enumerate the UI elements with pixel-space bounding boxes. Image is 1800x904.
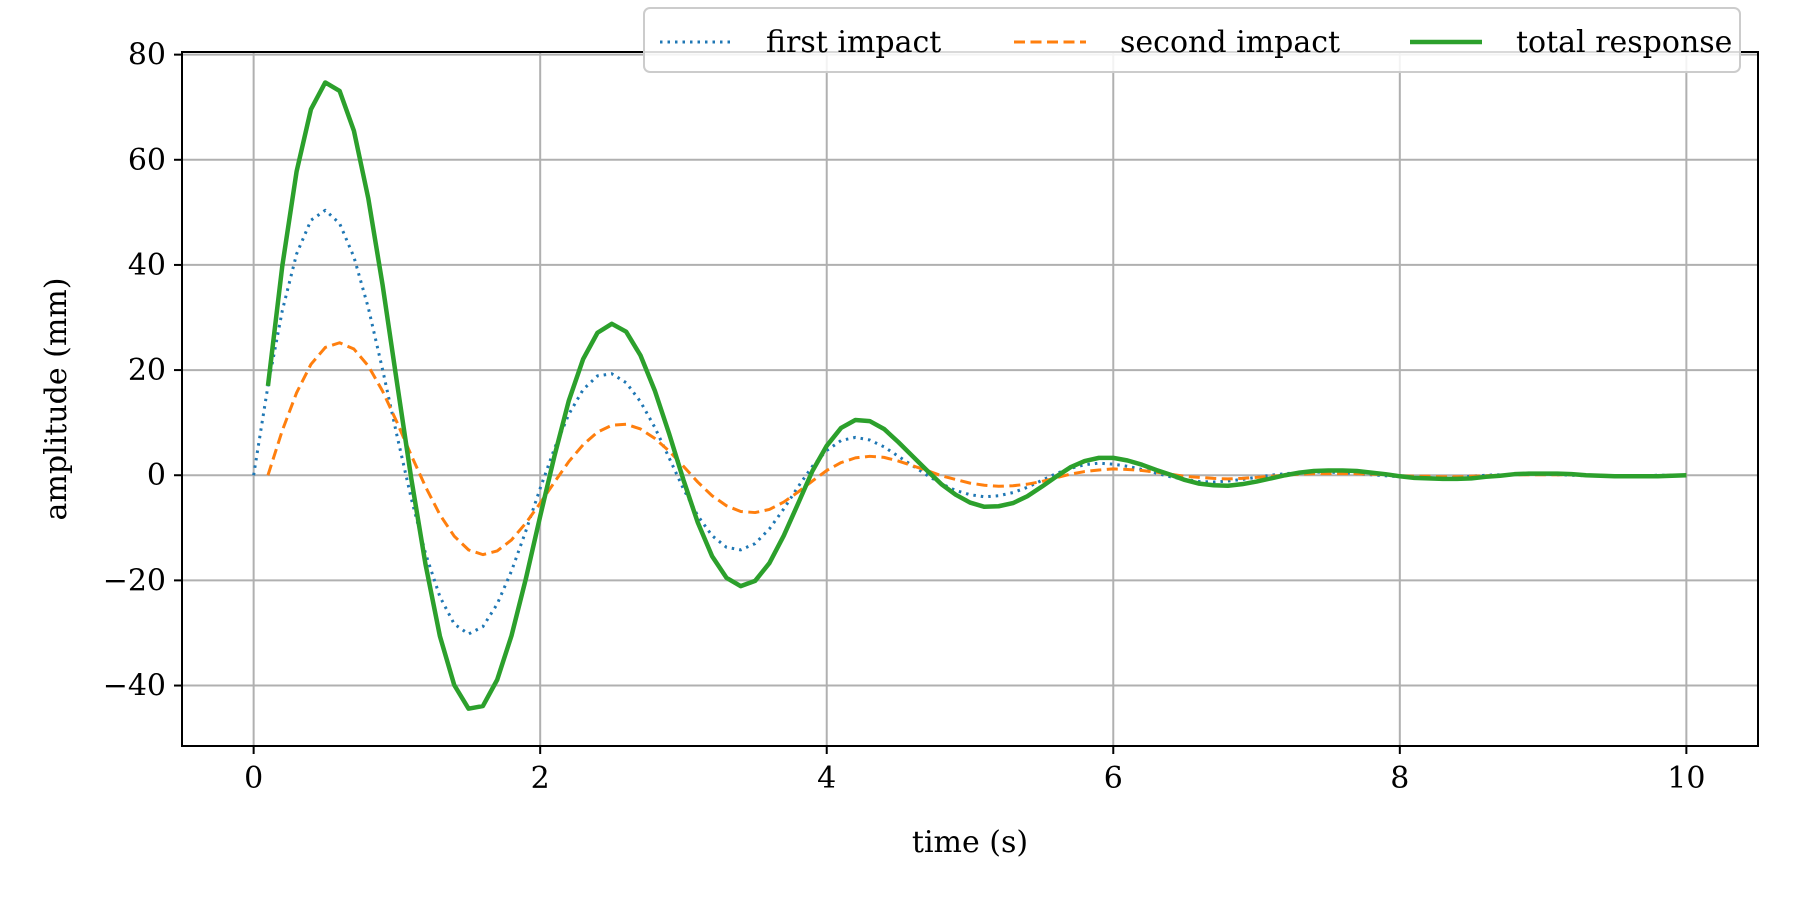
x-tick-label-3: 6	[1104, 761, 1123, 796]
x-axis-label: time (s)	[912, 825, 1028, 860]
legend: first impact second impact total response	[643, 7, 1741, 73]
y-tick-label-2: 0	[147, 458, 166, 493]
legend-label-total-response: total response	[1516, 25, 1732, 60]
y-tick-label-0: −40	[103, 669, 166, 704]
series-lines	[252, 80, 1687, 711]
x-tick-label-0: 0	[244, 761, 263, 796]
series-line-total-response	[265, 80, 1687, 711]
x-tick-label-1: 2	[531, 761, 550, 796]
y-axis-label: amplitude (mm)	[39, 278, 74, 521]
y-tick-label-5: 60	[128, 143, 166, 178]
legend-label-first-impact: first impact	[766, 25, 941, 60]
y-tick-label-3: 20	[128, 353, 166, 388]
x-tick-label-2: 4	[817, 761, 836, 796]
grid-lines	[182, 52, 1758, 746]
series-line-first-impact	[252, 208, 1687, 636]
x-tick-label-4: 8	[1390, 761, 1409, 796]
y-tick-label-4: 40	[128, 248, 166, 283]
axis-ticks: 0 2 4 6 8 10 −40 −20 0 20 40 60 80	[103, 38, 1706, 796]
legend-label-second-impact: second impact	[1120, 25, 1340, 60]
y-tick-label-6: 80	[128, 38, 166, 73]
plot-frame	[181, 51, 1759, 747]
series-line-second-impact	[266, 341, 1687, 557]
legend-box	[643, 7, 1741, 73]
y-tick-label-1: −20	[103, 563, 166, 598]
x-tick-label-5: 10	[1667, 761, 1705, 796]
